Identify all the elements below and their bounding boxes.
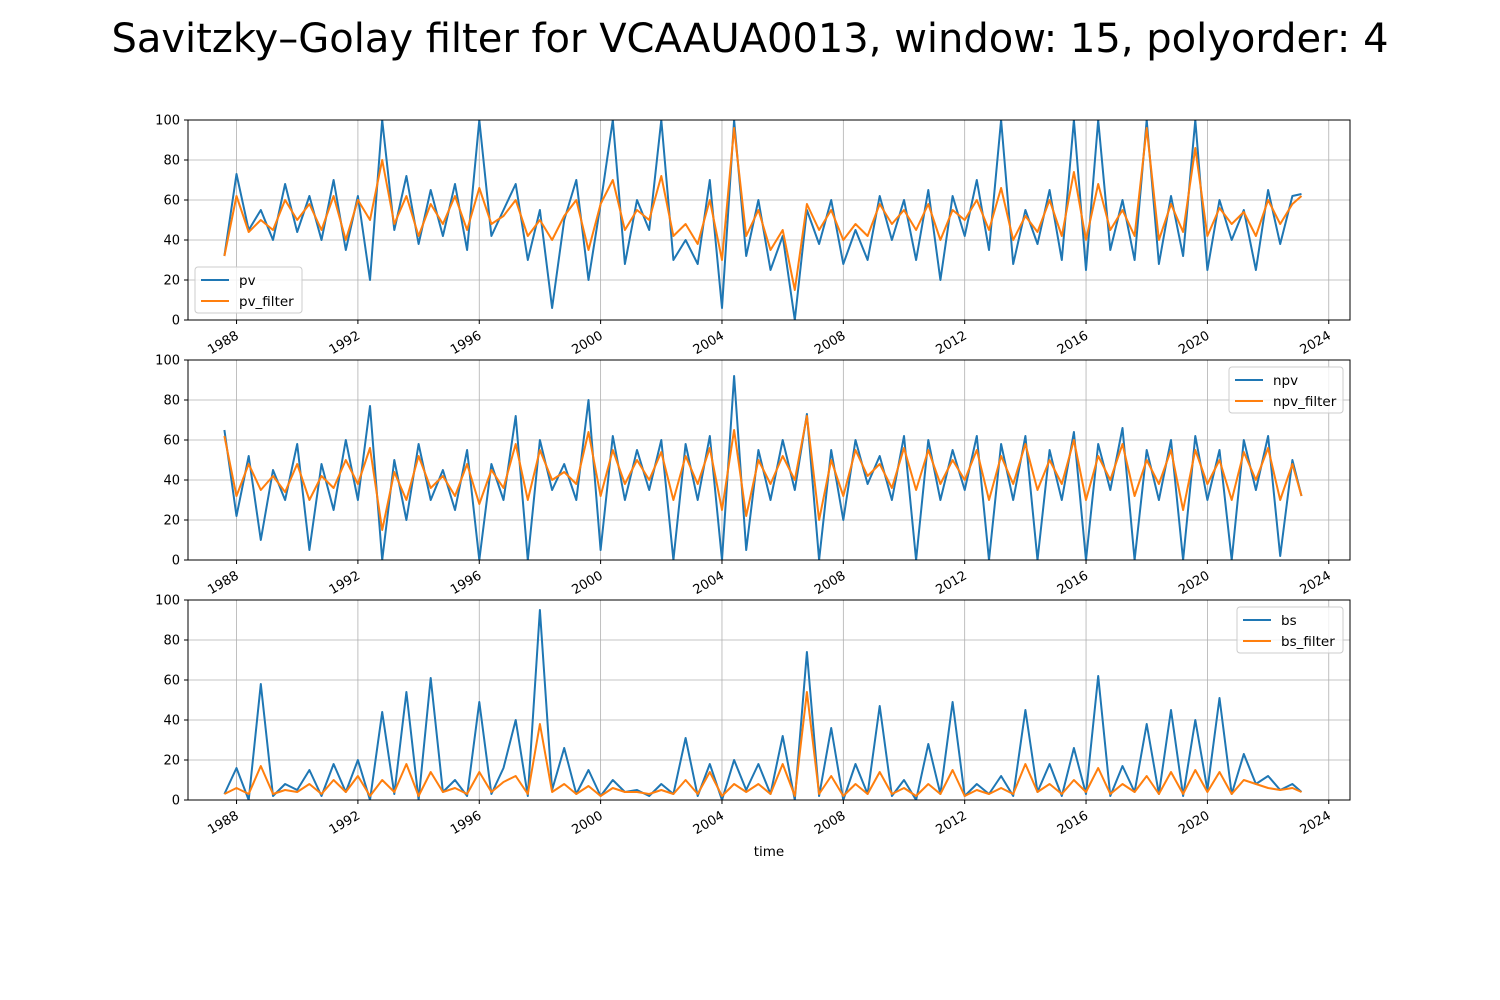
series-line-npv_filter [223,415,1303,531]
y-tick-label: 20 [163,754,180,769]
y-tick-label: 20 [163,514,180,529]
y-tick-label: 60 [163,194,180,209]
y-tick-label: 80 [163,154,180,169]
y-tick-label: 0 [172,554,180,569]
axes-frame [187,119,1351,321]
axes-frame [187,359,1351,561]
y-tick-label: 20 [163,274,180,289]
legend-label-bs_filter: bs_filter [1281,634,1335,650]
y-tick-label: 0 [172,794,180,809]
y-tick-label: 40 [163,234,180,249]
axes-frame [187,599,1351,801]
legend: bs bs_filter [1236,606,1344,654]
y-tick-label: 80 [163,394,180,409]
legend-label-npv: npv [1273,373,1298,389]
y-tick-label: 60 [163,674,180,689]
legend: pv pv_filter [194,266,303,314]
series-line-bs [223,609,1303,800]
chart-title: Savitzky–Golay filter for VCAAUA0013, wi… [111,16,1388,62]
legend-label-pv_filter: pv_filter [239,294,294,310]
y-tick-label: 40 [163,474,180,489]
y-tick-label: 100 [155,114,180,129]
y-tick-label: 60 [163,434,180,449]
legend-label-bs: bs [1281,613,1297,629]
y-tick-label: 100 [155,594,180,609]
y-tick-label: 0 [172,314,180,329]
legend-label-npv_filter: npv_filter [1273,394,1337,410]
x-axis-label: time [754,844,785,860]
y-tick-label: 40 [163,714,180,729]
series-line-pv_filter [223,127,1303,291]
legend: npv npv_filter [1228,366,1344,414]
legend-label-pv: pv [239,273,256,289]
y-tick-label: 80 [163,634,180,649]
y-tick-label: 100 [155,354,180,369]
series-line-bs_filter [223,691,1302,797]
series-line-pv [223,120,1302,320]
